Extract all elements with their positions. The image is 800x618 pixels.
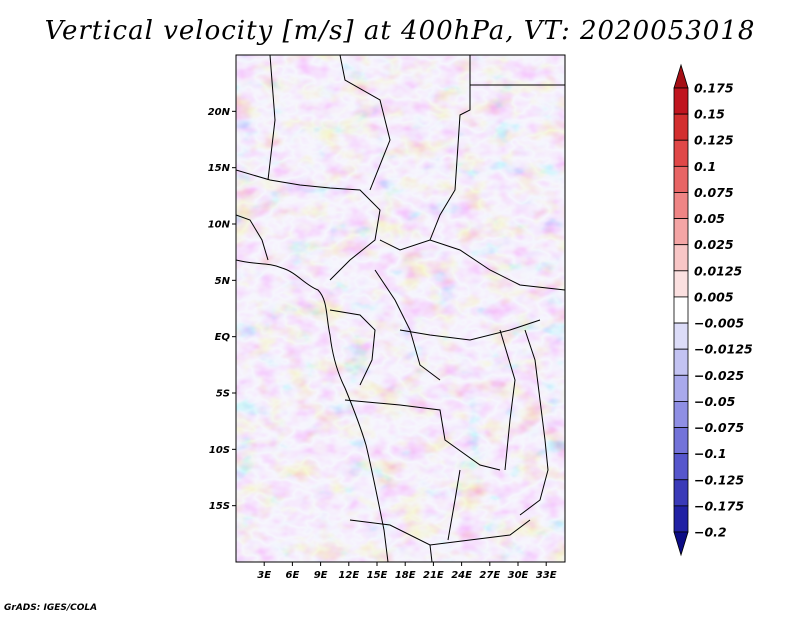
- lon-tick-label: 21E: [423, 570, 444, 581]
- lon-tick-label: 6E: [286, 570, 300, 581]
- colorbar-swatch: [673, 165, 689, 193]
- colorbar-swatch: [673, 427, 689, 455]
- lon-tick-label: 3E: [257, 570, 271, 581]
- colorbar-label: −0.025: [694, 368, 744, 383]
- lat-tick-label: 20N: [208, 107, 231, 118]
- colorbar-label: −0.005: [694, 316, 744, 331]
- colorbar-swatch: [673, 192, 689, 219]
- lon-tick-label: 9E: [314, 570, 328, 581]
- colorbar-cap-bottom: [673, 531, 689, 557]
- lat-tick-label: 10S: [209, 445, 230, 456]
- lon-axis: 3E 6E 9E 12E 15E 18E 21E 24E 27E 30E 33E: [257, 562, 557, 581]
- lat-axis: 20N 15N 10N 5N EQ 5S 10S 15S: [208, 107, 236, 512]
- colorbar-swatch: [673, 244, 689, 272]
- colorbar-swatch: [673, 348, 689, 376]
- colorbar-swatch: [673, 453, 689, 481]
- colorbar-swatch: [673, 479, 689, 507]
- colorbar-swatch: [673, 401, 689, 428]
- colorbar-label: 0.05: [694, 211, 725, 226]
- colorbar-swatch: [673, 87, 689, 115]
- lon-tick-label: 12E: [338, 570, 359, 581]
- lon-tick-label: 33E: [536, 570, 557, 581]
- colorbar-label: −0.2: [694, 525, 727, 540]
- colorbar-label: 0.075: [694, 185, 734, 200]
- colorbar-label: 0.005: [694, 289, 734, 304]
- colorbar-label: −0.075: [694, 420, 744, 435]
- colorbar-swatch: [673, 374, 689, 402]
- map-plot-area: [236, 55, 565, 562]
- velocity-field: [236, 55, 565, 562]
- colorbar: 0.175 0.15 0.125 0.1 0.075 0.05 0.025 0.0125 0.0…: [673, 63, 753, 557]
- lat-tick-label: 5S: [216, 389, 230, 400]
- colorbar-label: −0.1: [694, 446, 727, 461]
- lat-tick-label: 15S: [209, 501, 230, 512]
- colorbar-label: 0.025: [694, 237, 734, 252]
- lon-tick-label: 27E: [479, 570, 500, 581]
- colorbar-label: −0.125: [694, 472, 744, 487]
- map-frame: [235, 54, 566, 563]
- country-borders: [236, 55, 565, 562]
- colorbar-swatch: [673, 113, 689, 141]
- lat-tick-label: 10N: [208, 220, 231, 231]
- colorbar-label: −0.0125: [694, 342, 753, 357]
- colorbar-label: −0.05: [694, 394, 736, 409]
- colorbar-label: 0.125: [694, 133, 734, 148]
- lat-tick-label: 15N: [208, 163, 231, 174]
- footer-credit: GrADS: IGES/COLA: [4, 603, 98, 613]
- colorbar-label: 0.0125: [694, 263, 743, 278]
- colorbar-cap-top: [673, 63, 689, 89]
- colorbar-swatch: [673, 270, 689, 298]
- lon-tick-label: 18E: [395, 570, 416, 581]
- colorbar-label: 0.1: [694, 159, 716, 174]
- colorbar-swatch: [673, 218, 689, 246]
- colorbar-swatch: [673, 139, 689, 167]
- colorbar-swatch: [673, 296, 689, 324]
- colorbar-label: 0.15: [694, 107, 725, 122]
- colorbar-swatch: [673, 322, 689, 350]
- colorbar-label: 0.175: [694, 81, 734, 96]
- chart-title: Vertical velocity [m/s] at 400hPa, VT: 2…: [44, 16, 756, 46]
- colorbar-swatch: [673, 505, 689, 533]
- lon-tick-label: 24E: [451, 570, 472, 581]
- lon-tick-label: 30E: [508, 570, 529, 581]
- lat-tick-label: 5N: [215, 276, 231, 287]
- lon-tick-label: 15E: [367, 570, 388, 581]
- lat-tick-label: EQ: [215, 332, 231, 343]
- colorbar-label: −0.175: [694, 498, 744, 513]
